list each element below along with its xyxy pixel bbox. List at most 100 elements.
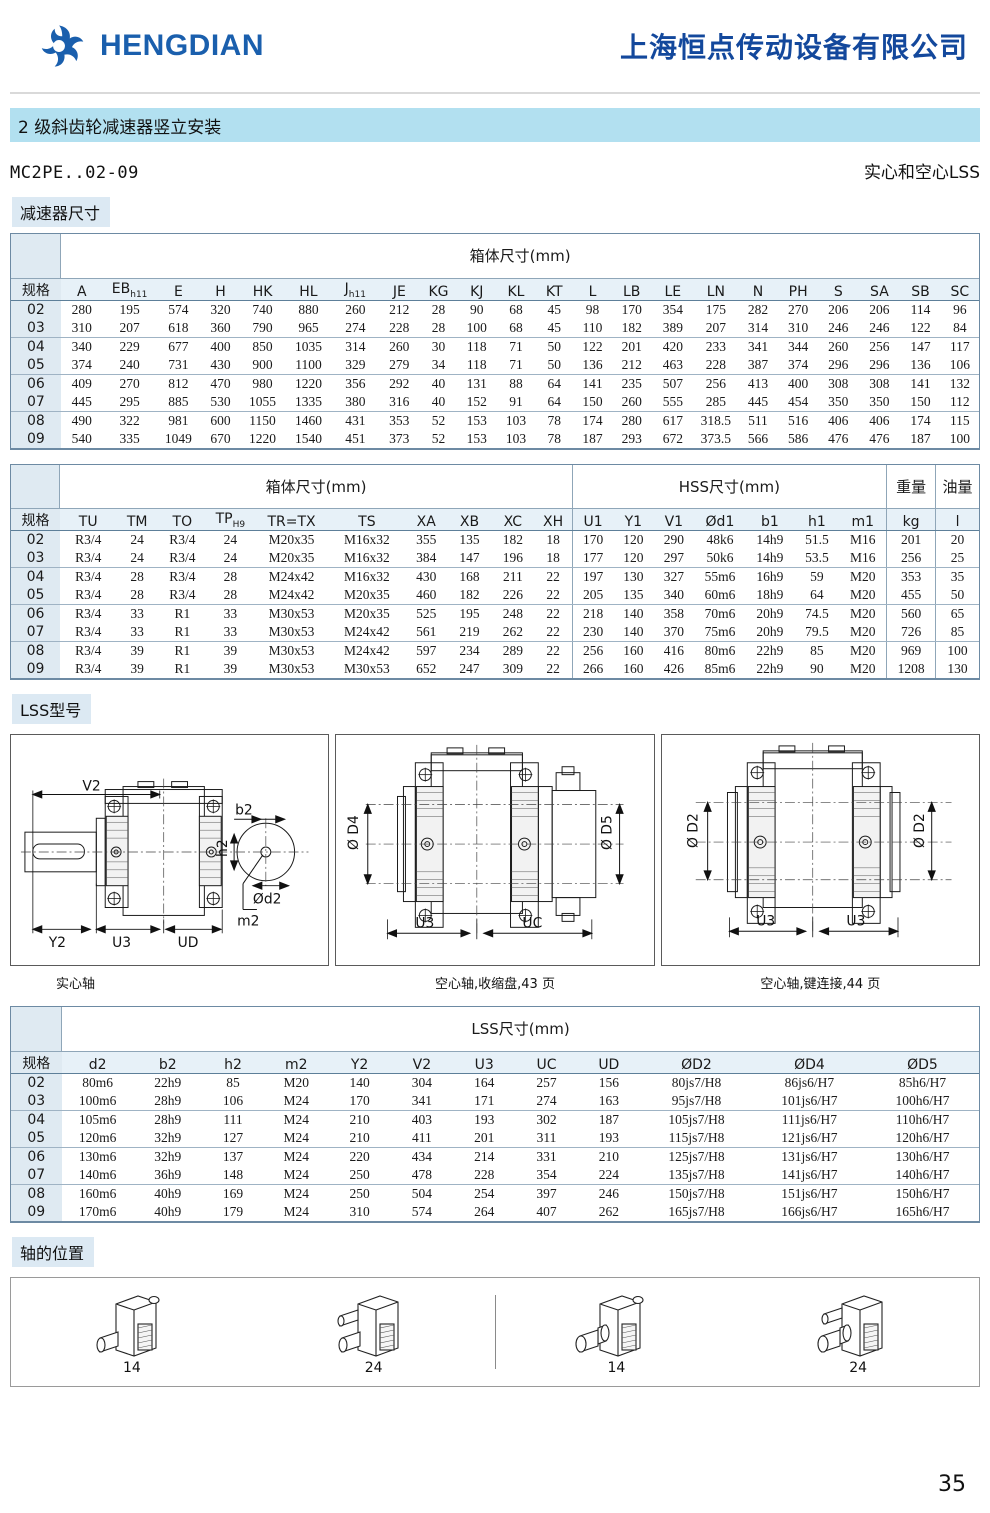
table2-cell: 140 (613, 623, 654, 642)
table1-cell-spec: 06 (11, 374, 61, 393)
table1-cell: 617 (662, 412, 683, 428)
table3-cell: 224 (577, 1165, 640, 1185)
table2-cell: 201 (886, 530, 936, 549)
table2-cell: 290 (663, 532, 684, 547)
table3-cell: M24 (264, 1165, 329, 1185)
table2-header-XB: XB (447, 508, 492, 531)
table1-cell: 206 (828, 301, 849, 317)
table2-cell: 426 (653, 660, 695, 679)
table1-cell: 600 (210, 412, 231, 428)
table2-cell: M20x35 (253, 549, 330, 568)
table2-header-TP: TPH9 (206, 508, 254, 531)
table2-cell: 597 (416, 643, 437, 658)
table2-cell: M20 (839, 660, 887, 679)
table2-cell: 289 (502, 643, 523, 658)
table3-cell: 100h6/H7 (865, 1091, 979, 1111)
table1-cell: 100 (940, 429, 979, 449)
table2-cell: 20 (935, 530, 979, 549)
table3-cell: 101js6/H7 (752, 1091, 866, 1111)
table1-cell: 136 (573, 355, 612, 375)
table2-cell: 120 (613, 549, 654, 568)
table1-row: 04 340 229 677 400 850 1035 314 260 30 118 71 50 122 2… (11, 337, 979, 356)
table3-cell: 187 (598, 1111, 619, 1127)
table1-cell: 90 (470, 301, 484, 317)
table1-cell: 207 (693, 318, 738, 338)
table3-cell: 80m6 (82, 1074, 114, 1090)
table3-cell: 150h6/H7 (895, 1185, 950, 1201)
table1-header-N: N (737, 278, 779, 301)
table1-cell: 451 (332, 429, 379, 449)
table2-cell-spec: 04 (11, 567, 60, 586)
table2-cell: 22 (534, 623, 573, 642)
table2-group-header-row: 箱体尺寸(mm) HSS尺寸(mm) 重量 油量 (11, 464, 979, 509)
table1-cell-spec: 08 (11, 411, 61, 430)
table2-cell: 226 (491, 586, 535, 605)
table1-cell: 1055 (240, 392, 285, 412)
table1-cell: 103 (496, 429, 536, 449)
lss-dimensions-table: LSS尺寸(mm) 规格 d2 b2 h2 m2 Y2 V2 U3 UC UD ØD2 ØD4 ØD5 … (11, 1007, 979, 1222)
table3-cell: 140h6/H7 (865, 1165, 979, 1185)
table3-cell: 262 (577, 1202, 640, 1222)
table3-cell: 166js6/H7 (752, 1202, 866, 1222)
table1-header-PH: PH (778, 278, 819, 301)
table1-cell: 115 (949, 412, 970, 428)
shaft-icon-14-left (96, 1294, 160, 1357)
table2-cell: 90 (794, 660, 840, 679)
table3-cell: 137 (222, 1148, 244, 1164)
table2-cell: 25 (935, 549, 979, 568)
table2-cell: R1 (157, 623, 207, 642)
table1-header-E: E (156, 278, 201, 301)
table2-row: 04 R3/4 28 R3/4 28 M24x42 M16x32 430 168 211 22 197… (11, 567, 979, 586)
table3-cell-spec: 03 (11, 1091, 62, 1111)
table2-cell: M20x35 (268, 532, 315, 547)
table2-cell: R3/4 (59, 586, 117, 605)
model-code: MC2PE..02-09 (10, 163, 139, 183)
table2-header-l: l (935, 508, 979, 531)
table2-cell: 28 (206, 586, 254, 605)
table1-cell: 308 (869, 375, 890, 391)
table2-cell: 205 (571, 586, 614, 605)
table1-header-spec: 规格 (11, 278, 61, 301)
table2-header-b1: b1 (745, 508, 795, 531)
table1-cell: 1460 (294, 412, 322, 428)
table1-cell: 280 (621, 412, 642, 428)
hollow-shaft-key-drawing: Ø D2 Ø D2 U3 U3 (685, 742, 952, 938)
table2-group-title-hss: HSS尺寸(mm) (571, 464, 887, 509)
diagram-panel-hollow-key: Ø D2 Ø D2 U3 U3 空心轴,键连接,44 页 (660, 734, 980, 992)
page-number: 35 (938, 1472, 966, 1497)
table2-cell: R1 (157, 660, 207, 679)
table1-cell-spec: 07 (11, 392, 61, 412)
table1-cell: 981 (168, 412, 189, 428)
table1-cell: 400 (787, 375, 809, 391)
table1-cell: 293 (611, 429, 652, 449)
table1-cell: 274 (332, 318, 379, 338)
table3-cell: 121js6/H7 (752, 1128, 866, 1148)
table1-cell: 78 (535, 429, 574, 449)
label-u3-right: U3 (846, 913, 865, 929)
table1-cell: 40 (420, 392, 457, 412)
table2-cell: 248 (502, 606, 523, 621)
table1-cell: 314 (737, 318, 779, 338)
table3-header-h2: h2 (201, 1051, 265, 1074)
section-label-gearbox-dims: 减速器尺寸 (12, 197, 111, 227)
company-name-cn: 上海恒点传动设备有限公司 (619, 31, 968, 64)
table1-cell: 360 (200, 318, 241, 338)
table2-cell: 120 (623, 532, 644, 547)
table1-cell: 136 (900, 355, 941, 375)
table1-cell: 246 (858, 318, 901, 338)
table3-cell: 105m6 (78, 1111, 117, 1127)
table1-cell: 187 (573, 429, 612, 449)
table2-header-TS: TS (329, 508, 405, 531)
table2-body: 02 R3/4 24 R3/4 24 M20x35 M16x32 355 135 182 18 170… (11, 530, 979, 679)
table3-row: 02 80m6 22h9 85 M20 140 304 164 257 156 80js7/H8 86… (11, 1073, 979, 1092)
table1-cell: 147 (910, 338, 931, 354)
lss-diagram-panels: V2 b2 h2 Ød2 m2 Y2 U3 UD 实心轴 (10, 734, 980, 992)
table3-cell: 434 (411, 1148, 433, 1164)
table1-cell: 28 (420, 318, 457, 338)
table3-cell: 164 (474, 1074, 495, 1090)
table1-cell: 430 (200, 355, 241, 375)
table3-body: 02 80m6 22h9 85 M20 140 304 164 257 156 80js7/H8 86… (11, 1073, 979, 1222)
table2-cell: M24x42 (268, 569, 315, 584)
table1-cell: 380 (332, 392, 379, 412)
table3-header-V2: V2 (390, 1051, 454, 1074)
